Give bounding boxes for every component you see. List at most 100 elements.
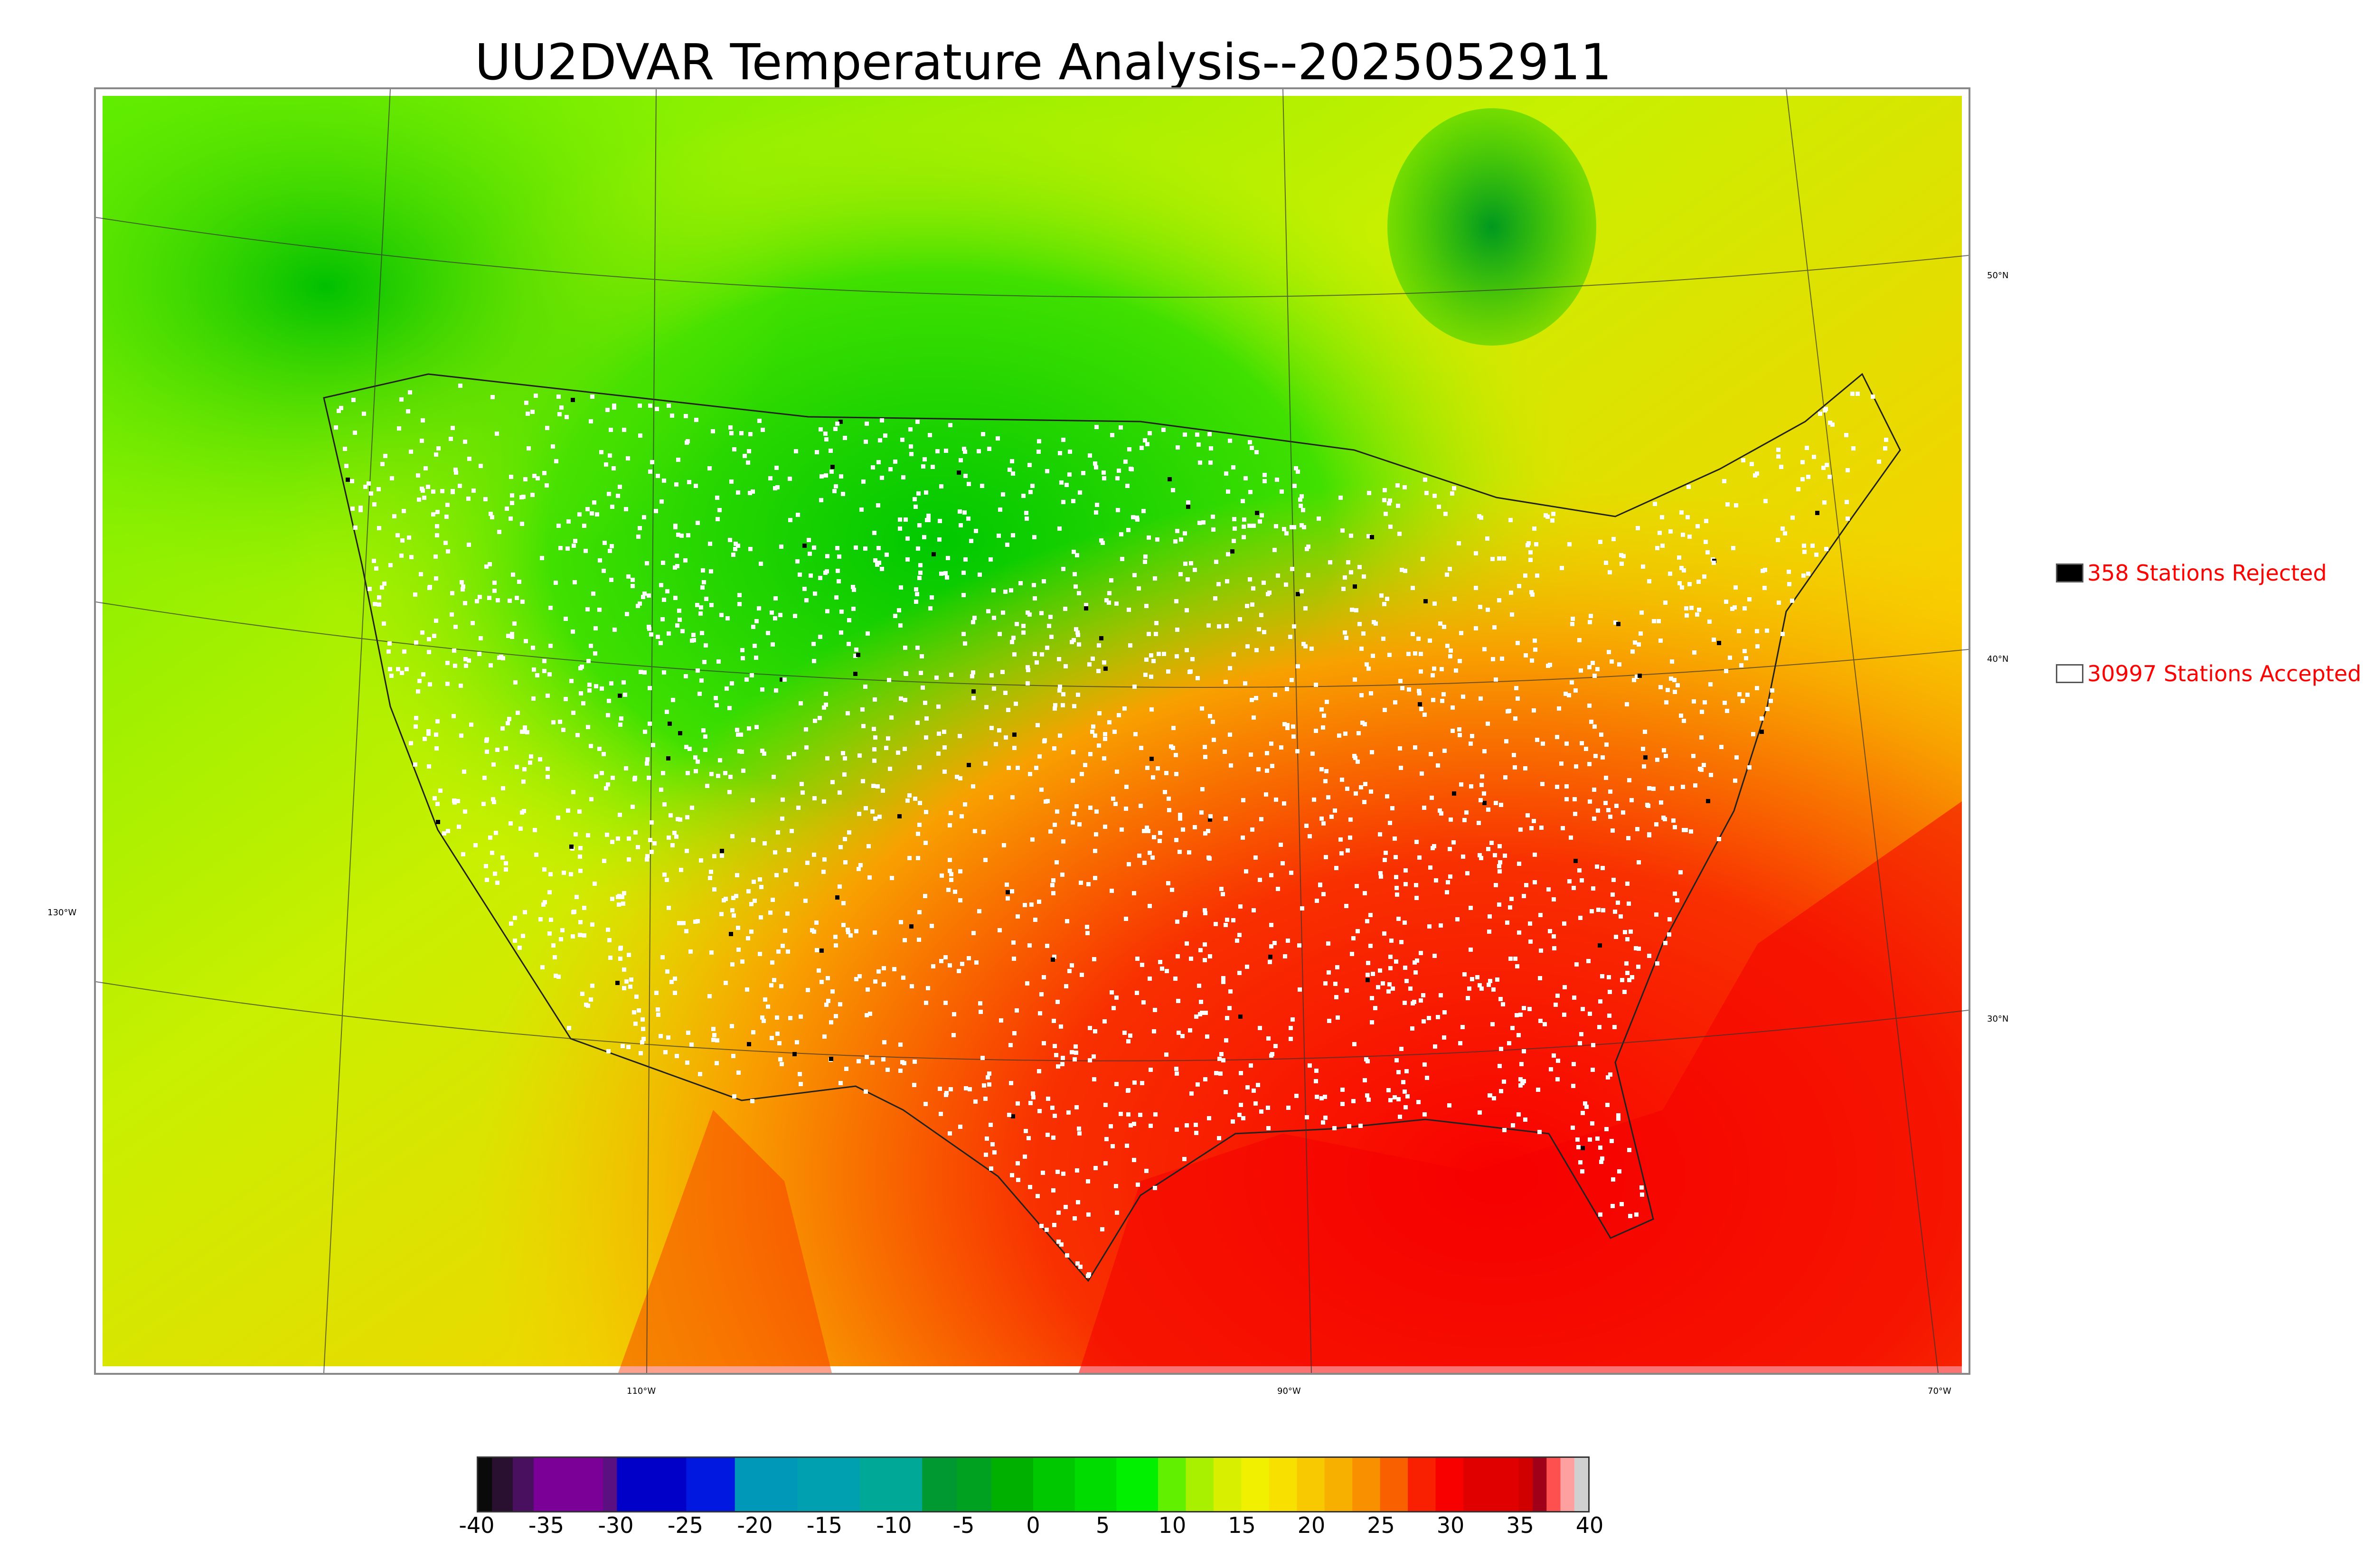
accepted-station-marker: [960, 962, 964, 966]
accepted-station-marker: [1552, 946, 1556, 950]
accepted-station-marker: [397, 426, 401, 431]
accepted-station-marker: [893, 460, 897, 464]
colorbar-tick-label: -15: [806, 1512, 843, 1538]
accepted-station-marker: [515, 765, 519, 769]
accepted-station-marker: [817, 968, 821, 973]
accepted-station-marker: [621, 1044, 625, 1048]
accepted-station-marker: [865, 1013, 869, 1017]
accepted-station-marker: [1387, 653, 1392, 657]
accepted-station-marker: [1272, 941, 1277, 945]
accepted-station-marker: [1051, 1188, 1055, 1192]
accepted-station-marker: [1532, 526, 1536, 531]
accepted-station-marker: [1588, 1137, 1592, 1142]
accepted-station-marker: [1102, 1019, 1107, 1023]
accepted-station-marker: [1400, 686, 1404, 690]
accepted-station-marker: [971, 784, 975, 789]
temperature-map[interactable]: [94, 87, 1970, 1375]
accepted-station-marker: [675, 1054, 679, 1058]
accepted-station-marker: [969, 539, 973, 543]
accepted-station-marker: [1497, 598, 1501, 602]
accepted-station-marker: [775, 485, 780, 489]
accepted-station-marker: [1520, 1081, 1525, 1085]
accepted-station-marker: [1430, 796, 1434, 800]
accepted-station-marker: [1633, 640, 1637, 645]
accepted-station-marker: [1115, 770, 1119, 774]
accepted-station-marker: [739, 431, 744, 435]
accepted-station-marker: [1423, 1062, 1427, 1067]
accepted-station-marker: [1499, 803, 1503, 807]
accepted-station-marker: [731, 553, 735, 557]
accepted-station-marker: [1103, 737, 1107, 741]
accepted-station-marker: [1146, 829, 1150, 833]
accepted-station-marker: [1470, 734, 1474, 738]
accepted-station-marker: [937, 537, 942, 542]
accepted-station-marker: [834, 484, 838, 488]
accepted-station-marker: [1431, 673, 1435, 677]
accepted-station-marker: [1053, 706, 1057, 711]
accepted-station-marker: [1093, 1029, 1097, 1033]
accepted-station-marker: [471, 488, 476, 493]
accepted-station-marker: [924, 490, 928, 495]
accepted-station-marker: [599, 450, 603, 454]
accepted-station-marker: [1306, 573, 1310, 577]
accepted-station-marker: [729, 431, 734, 435]
accepted-station-marker: [1301, 642, 1306, 646]
accepted-station-marker: [1637, 860, 1641, 864]
accepted-station-marker: [1091, 724, 1095, 729]
accepted-station-marker: [1464, 810, 1469, 815]
accepted-station-marker: [838, 790, 842, 795]
accepted-station-marker: [1336, 1015, 1340, 1020]
rejected-station-marker: [1638, 674, 1642, 678]
accepted-station-marker: [1259, 613, 1263, 617]
accepted-station-marker: [1154, 621, 1159, 625]
accepted-station-marker: [1719, 745, 1724, 749]
accepted-station-marker: [883, 433, 887, 438]
accepted-station-marker: [1513, 765, 1517, 770]
rejected-station-marker: [957, 470, 961, 475]
accepted-station-marker: [1291, 724, 1295, 729]
accepted-station-marker: [1678, 870, 1683, 874]
accepted-station-marker: [350, 507, 355, 511]
accepted-station-marker: [1198, 948, 1203, 952]
accepted-station-marker: [1023, 903, 1027, 907]
accepted-station-marker: [876, 969, 881, 974]
accepted-station-marker: [1528, 558, 1533, 562]
accepted-station-marker: [1419, 951, 1423, 955]
accepted-station-marker: [1411, 586, 1415, 590]
accepted-station-marker: [1382, 602, 1386, 606]
accepted-station-marker: [955, 775, 959, 779]
accepted-station-marker: [594, 626, 598, 630]
accepted-station-marker: [1383, 858, 1387, 862]
accepted-station-marker: [1662, 748, 1666, 752]
accepted-station-marker: [1592, 817, 1596, 821]
accepted-station-marker: [538, 917, 543, 921]
accepted-station-marker: [1198, 460, 1202, 465]
accepted-station-marker: [1383, 708, 1387, 712]
rejected-station-marker: [1084, 606, 1088, 610]
accepted-station-marker: [628, 985, 632, 989]
accepted-station-marker: [671, 698, 675, 702]
accepted-station-marker: [509, 821, 513, 826]
accepted-station-marker: [694, 769, 698, 773]
accepted-station-marker: [483, 497, 488, 501]
colorbar-tick-label: 5: [1095, 1512, 1110, 1538]
accepted-station-marker: [777, 1041, 782, 1045]
accepted-station-marker: [962, 447, 966, 451]
accepted-station-marker: [923, 1102, 928, 1106]
accepted-station-marker: [1339, 851, 1344, 855]
accepted-station-marker: [427, 637, 431, 641]
accepted-station-marker: [546, 767, 550, 771]
accepted-station-marker: [617, 902, 621, 907]
accepted-station-marker: [1028, 1185, 1032, 1189]
accepted-station-marker: [923, 894, 927, 898]
accepted-station-marker: [1419, 669, 1423, 674]
accepted-station-marker: [1281, 861, 1285, 865]
accepted-station-marker: [824, 1003, 829, 1007]
accepted-station-marker: [708, 876, 712, 880]
accepted-station-marker: [1309, 647, 1314, 651]
accepted-station-marker: [1551, 512, 1555, 516]
accepted-station-marker: [380, 462, 385, 466]
accepted-station-marker: [497, 530, 501, 534]
accepted-station-marker: [1248, 440, 1252, 444]
accepted-station-marker: [1327, 1019, 1331, 1023]
